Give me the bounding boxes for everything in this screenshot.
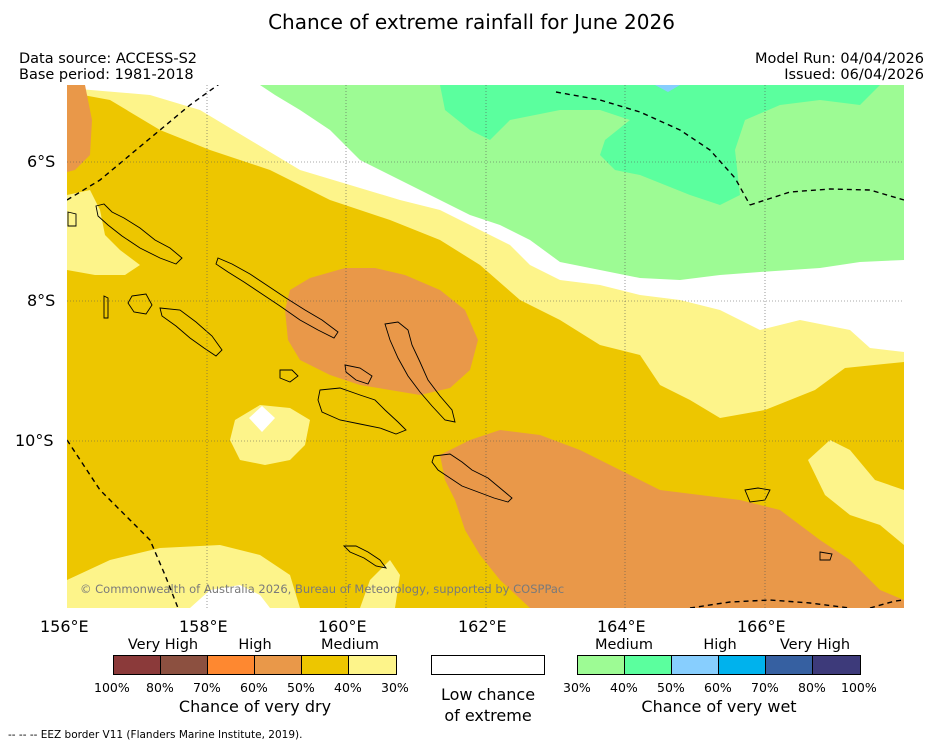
lat-label-6s: 6°S <box>27 152 56 171</box>
map-field <box>67 85 904 608</box>
data-source: Data source: ACCESS-S2 <box>19 51 198 67</box>
dry-medium-label: Medium <box>321 637 379 653</box>
dry-swatch-6 <box>348 655 397 675</box>
wet-very-high-label: Very High <box>779 637 851 653</box>
wet-swatch-5 <box>765 655 813 675</box>
low-dry-patch-center <box>230 405 310 465</box>
eez-footnote: -- -- -- EEZ border V11 (Flanders Marine… <box>8 729 303 741</box>
medium-wet-region <box>260 85 904 280</box>
wet-swatch-2 <box>624 655 672 675</box>
high-wet-region <box>440 85 880 205</box>
wet-pct-70: 70% <box>751 680 779 695</box>
dry-caption: Chance of very dry <box>178 697 332 716</box>
wet-pct-80: 80% <box>798 680 826 695</box>
gridlines <box>67 85 904 608</box>
lon-label-156e: 156°E <box>40 617 89 636</box>
wet-pct-40: 40% <box>610 680 638 695</box>
dry-swatch-5 <box>301 655 349 675</box>
dry-pct-40: 40% <box>334 680 362 695</box>
lat-label-8s: 8°S <box>27 291 56 310</box>
low-chance-caption-line1: Low chance <box>440 685 536 704</box>
copyright-text: © Commonwealth of Australia 2026, Bureau… <box>80 582 565 596</box>
dry-pct-100: 100% <box>94 680 130 695</box>
wet-swatch-6 <box>812 655 861 675</box>
high-dry-region-north <box>285 268 478 395</box>
dry-pct-50: 50% <box>287 680 315 695</box>
eez-borders <box>67 85 904 608</box>
wet-high-label: High <box>703 637 737 653</box>
wet-pct-60: 60% <box>704 680 732 695</box>
wet-colorbar <box>577 655 861 677</box>
dry-very-high-label: Very High <box>127 637 199 653</box>
dry-pct-60: 60% <box>240 680 268 695</box>
wet-caption: Chance of very wet <box>641 697 797 716</box>
model-run: Model Run: 04/04/2026 <box>754 51 924 67</box>
low-chance-patch-south <box>190 585 270 608</box>
dry-swatch-2 <box>160 655 208 675</box>
low-chance-swatch <box>431 655 545 675</box>
wet-swatch-4 <box>718 655 766 675</box>
wet-medium-label: Medium <box>595 637 653 653</box>
dry-pct-30: 30% <box>381 680 409 695</box>
low-chance-patch-center <box>249 406 275 432</box>
map-title: Chance of extreme rainfall for June 2026 <box>268 10 675 34</box>
low-dry-patch-west <box>67 190 140 275</box>
lon-label-158e: 158°E <box>179 617 228 636</box>
meta-right: Model Run: 04/04/2026 Issued: 06/04/2026 <box>755 51 924 83</box>
dry-high-label: High <box>238 637 272 653</box>
dry-swatch-3 <box>207 655 255 675</box>
wet-pct-50: 50% <box>657 680 685 695</box>
lon-label-164e: 164°E <box>597 617 646 636</box>
issued-date: Issued: 06/04/2026 <box>784 67 924 83</box>
high-dry-patch-nw <box>67 85 92 172</box>
lat-label-10s: 10°S <box>15 431 54 450</box>
wet-pct-100: 100% <box>841 680 877 695</box>
low-dry-patch-east <box>808 440 904 545</box>
very-high-wet-spot <box>655 85 680 92</box>
wet-swatch-3 <box>671 655 719 675</box>
base-period: Base period: 1981-2018 <box>19 67 194 83</box>
dry-swatch-4 <box>254 655 302 675</box>
low-dry-patch-south-2 <box>360 560 400 608</box>
lon-label-162e: 162°E <box>458 617 507 636</box>
dry-pct-80: 80% <box>146 680 174 695</box>
dry-colorbar <box>113 655 397 677</box>
high-dry-region-south <box>440 430 904 608</box>
wet-pct-30: 30% <box>563 680 591 695</box>
low-chance-caption: Low chance of extreme <box>420 684 556 726</box>
dry-pct-70: 70% <box>193 680 221 695</box>
coastlines <box>67 203 833 569</box>
low-chance-caption-line2: of extreme <box>444 706 532 725</box>
lon-label-160e: 160°E <box>318 617 367 636</box>
wet-swatch-1 <box>577 655 625 675</box>
lon-label-166e: 166°E <box>737 617 786 636</box>
dry-swatch-1 <box>113 655 161 675</box>
meta-left: Data source: ACCESS-S2 Base period: 1981… <box>19 51 197 83</box>
